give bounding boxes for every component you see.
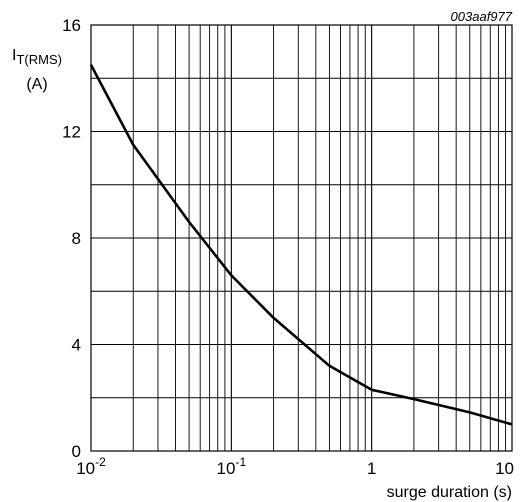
y-tick-label: 16 xyxy=(62,16,81,35)
x-tick-label: 1 xyxy=(367,459,376,478)
y-axis-label: IT(RMS) xyxy=(12,47,62,67)
x-tick-label: 10-1 xyxy=(217,455,247,478)
x-tick-label: 10-2 xyxy=(76,455,106,478)
grid xyxy=(90,24,513,452)
series-line xyxy=(89,64,513,426)
x-axis-label: surge duration (s) xyxy=(387,484,512,501)
y-tick-labels: 0 4 8 12 16 xyxy=(62,16,81,461)
y-tick-label: 8 xyxy=(72,229,81,248)
x-tick-label: 10 xyxy=(495,459,514,478)
y-axis-unit: (A) xyxy=(26,76,47,93)
plot-frame xyxy=(90,24,513,452)
x-tick-labels: 10-2 10-1 1 10 xyxy=(76,455,514,478)
y-tick-label: 4 xyxy=(72,336,81,355)
y-tick-label: 0 xyxy=(72,442,81,461)
y-tick-label: 12 xyxy=(62,123,81,142)
figure-code: 003aaf977 xyxy=(451,9,513,24)
